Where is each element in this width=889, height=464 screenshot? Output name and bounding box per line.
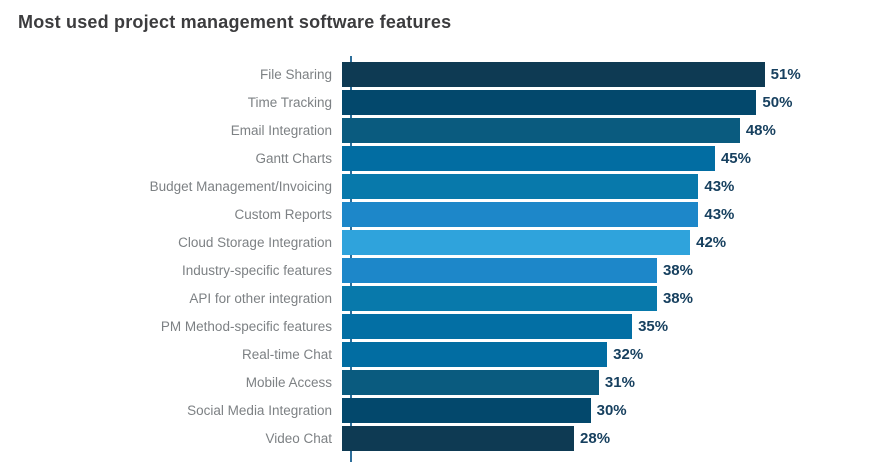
bar: [342, 145, 715, 171]
bar: [342, 117, 740, 143]
bar-track: 42%: [342, 228, 889, 256]
category-label: Budget Management/Invoicing: [149, 178, 332, 194]
bar: [342, 61, 765, 87]
bar-track: 30%: [342, 396, 889, 424]
value-label: 35%: [638, 317, 669, 335]
bar-row: Budget Management/Invoicing 43%: [0, 172, 889, 200]
bar: [342, 285, 657, 311]
bar-row: Video Chat 28%: [0, 424, 889, 452]
bar: [342, 425, 575, 451]
category-label: Gantt Charts: [255, 150, 332, 166]
value-label: 42%: [696, 233, 727, 251]
value-label: 31%: [604, 373, 635, 391]
bar-rows: File Sharing 51% Time Tracking 50% Email Int…: [0, 60, 889, 452]
category-label: Mobile Access: [245, 374, 332, 390]
category-label: Video Chat: [265, 430, 332, 446]
bar-row: Cloud Storage Integration 42%: [0, 228, 889, 256]
bar-track: 35%: [342, 312, 889, 340]
bar-track: 38%: [342, 284, 889, 312]
value-label: 43%: [704, 205, 735, 223]
category-label: Real-time Chat: [241, 346, 332, 362]
bar-row: Industry-specific features 38%: [0, 256, 889, 284]
bar-row: Email Integration 48%: [0, 116, 889, 144]
category-label: API for other integration: [189, 290, 332, 306]
bar-track: 43%: [342, 172, 889, 200]
bar-row: Gantt Charts 45%: [0, 144, 889, 172]
bar-chart: File Sharing 51% Time Tracking 50% Email Int…: [0, 60, 889, 452]
bar: [342, 397, 591, 423]
bar-row: Social Media Integration 30%: [0, 396, 889, 424]
value-label: 45%: [720, 149, 751, 167]
bar-row: PM Method-specific features 35%: [0, 312, 889, 340]
value-label: 51%: [770, 65, 801, 83]
category-label: Social Media Integration: [187, 402, 332, 418]
bar-track: 38%: [342, 256, 889, 284]
category-label: Industry-specific features: [181, 262, 332, 278]
bar: [342, 313, 633, 339]
category-label: Email Integration: [230, 122, 332, 138]
chart-title: Most used project management software fe…: [18, 12, 452, 32]
category-label: File Sharing: [259, 66, 332, 82]
bar: [342, 201, 699, 227]
bar-track: 48%: [342, 116, 889, 144]
bar-row: Mobile Access 31%: [0, 368, 889, 396]
bar: [342, 341, 608, 367]
bar: [342, 229, 691, 255]
bar: [342, 89, 757, 115]
bar-row: Real-time Chat 32%: [0, 340, 889, 368]
value-label: 48%: [745, 121, 776, 139]
bar-row: Custom Reports 43%: [0, 200, 889, 228]
value-label: 50%: [762, 93, 793, 111]
bar: [342, 257, 657, 283]
bar: [342, 369, 599, 395]
value-label: 30%: [596, 401, 627, 419]
value-label: 38%: [662, 289, 693, 307]
bar-track: 51%: [342, 60, 889, 88]
bar-row: API for other integration 38%: [0, 284, 889, 312]
bar-row: File Sharing 51%: [0, 60, 889, 88]
bar-track: 32%: [342, 340, 889, 368]
bar-track: 28%: [342, 424, 889, 452]
category-label: Cloud Storage Integration: [178, 234, 332, 250]
bar-track: 31%: [342, 368, 889, 396]
value-label: 38%: [662, 261, 693, 279]
category-label: PM Method-specific features: [160, 318, 332, 334]
value-label: 43%: [704, 177, 735, 195]
bar-row: Time Tracking 50%: [0, 88, 889, 116]
value-label: 32%: [613, 345, 644, 363]
bar-track: 43%: [342, 200, 889, 228]
bar-track: 45%: [342, 144, 889, 172]
category-label: Time Tracking: [247, 94, 332, 110]
bar-track: 50%: [342, 88, 889, 116]
category-label: Custom Reports: [234, 206, 332, 222]
value-label: 28%: [580, 429, 611, 447]
bar: [342, 173, 699, 199]
